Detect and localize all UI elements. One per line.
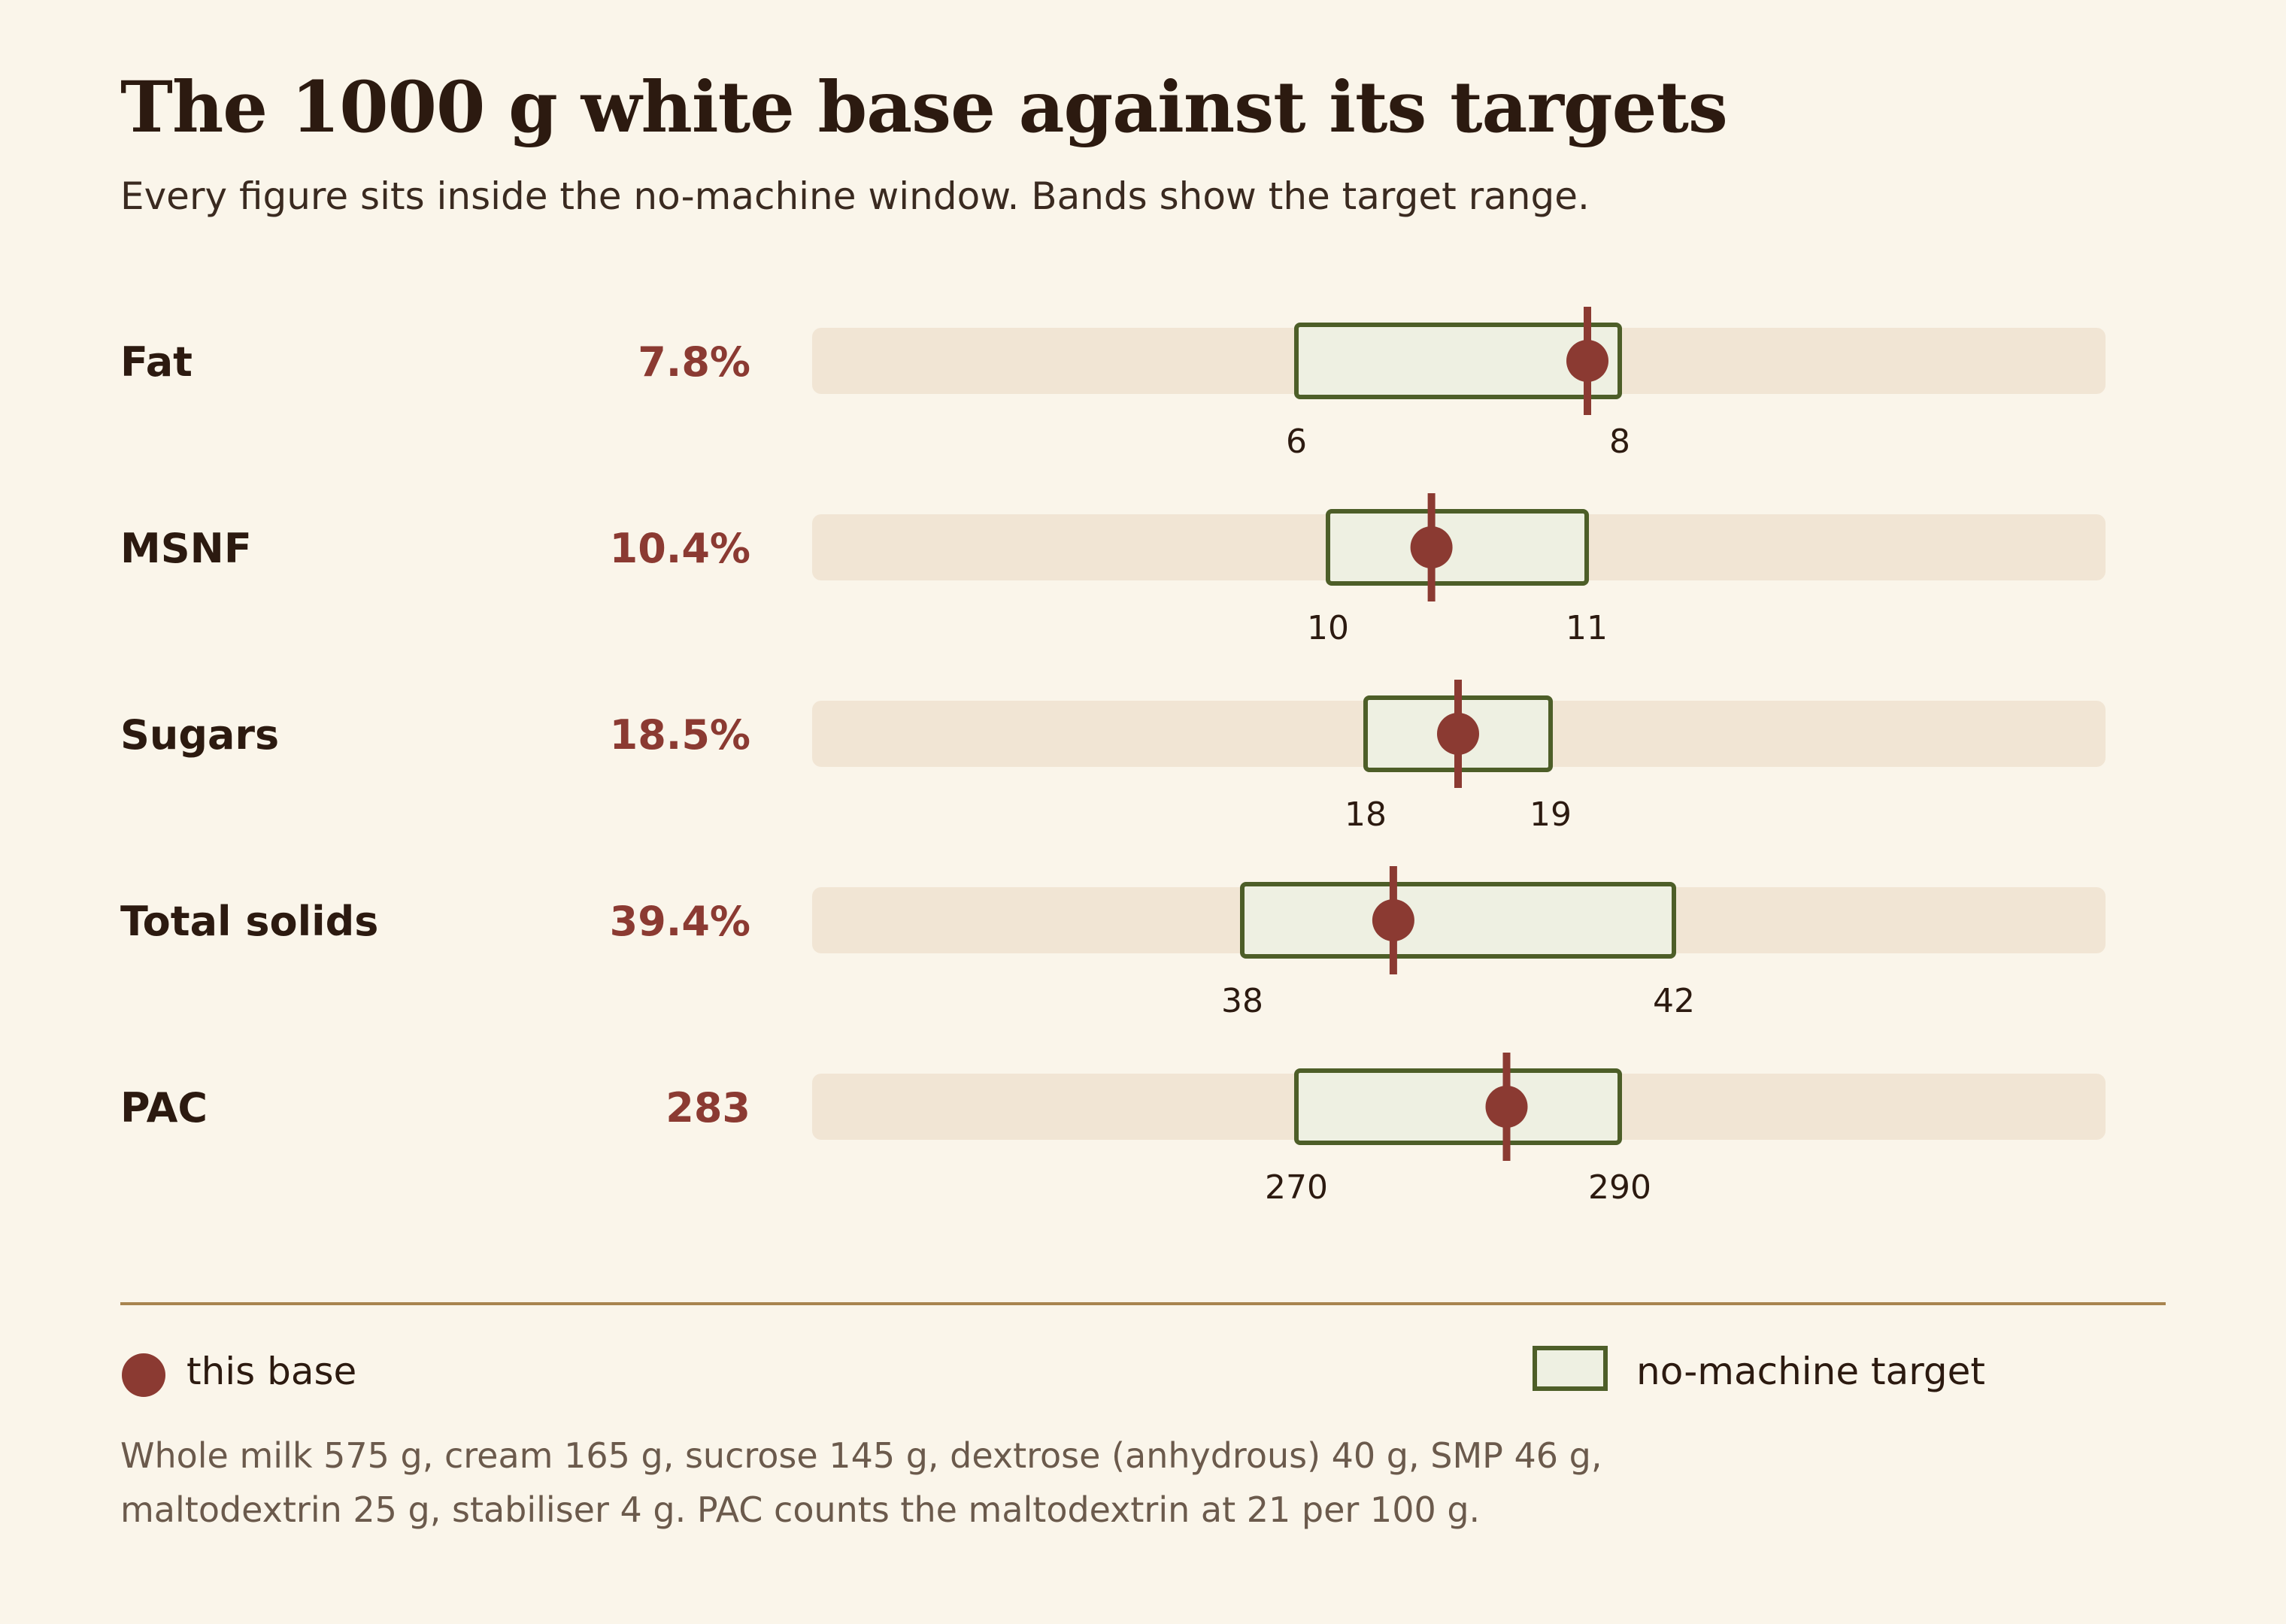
metric-value: 10.4% [610,525,750,572]
target-max-label: 11 [1566,609,1608,647]
metric-value: 18.5% [610,711,750,759]
target-max-label: 290 [1588,1168,1651,1207]
chart-subtitle: Every figure sits inside the no-machine … [120,174,1590,218]
target-band [1294,1068,1622,1145]
target-min-label: 38 [1221,982,1263,1020]
legend-marker-swatch [122,1353,165,1397]
metric-label: MSNF [120,525,252,572]
recipe-note-line-1: Whole milk 575 g, cream 165 g, sucrose 1… [120,1435,1602,1476]
target-min-label: 10 [1307,609,1349,647]
metric-label: PAC [120,1084,208,1132]
target-band [1294,323,1622,399]
target-band [1326,509,1589,586]
metric-label: Total solids [120,898,378,945]
legend-band-swatch [1533,1346,1608,1391]
target-min-label: 270 [1265,1168,1328,1207]
target-max-label: 19 [1530,795,1572,834]
legend-band-label: no-machine target [1636,1350,1986,1393]
value-dot [1485,1086,1528,1128]
legend-marker-label: this base [186,1350,357,1393]
metric-value: 283 [665,1084,750,1132]
chart-title: The 1000 g white base against its target… [120,66,1728,149]
value-dot [1437,713,1479,755]
target-min-label: 18 [1345,795,1387,834]
value-dot [1410,526,1453,568]
metric-label: Sugars [120,711,279,759]
metric-value: 7.8% [638,338,750,386]
recipe-note: Whole milk 575 g, cream 165 g, sucrose 1… [120,1429,1699,1537]
target-max-label: 42 [1653,982,1695,1020]
value-dot [1566,340,1608,382]
range-chart: Fat 7.8% 6 8 MSNF 10.4% 10 11 Sugars 18.5% 18 19 Tot… [120,307,2106,1207]
value-dot [1372,899,1414,941]
recipe-note-line-2: maltodextrin 25 g, stabiliser 4 g. PAC c… [120,1489,1481,1530]
divider-rule [120,1302,2166,1305]
target-min-label: 6 [1286,423,1307,461]
metric-label: Fat [120,338,193,386]
metric-value: 39.4% [610,898,750,945]
target-max-label: 8 [1609,423,1630,461]
target-band [1240,882,1676,959]
